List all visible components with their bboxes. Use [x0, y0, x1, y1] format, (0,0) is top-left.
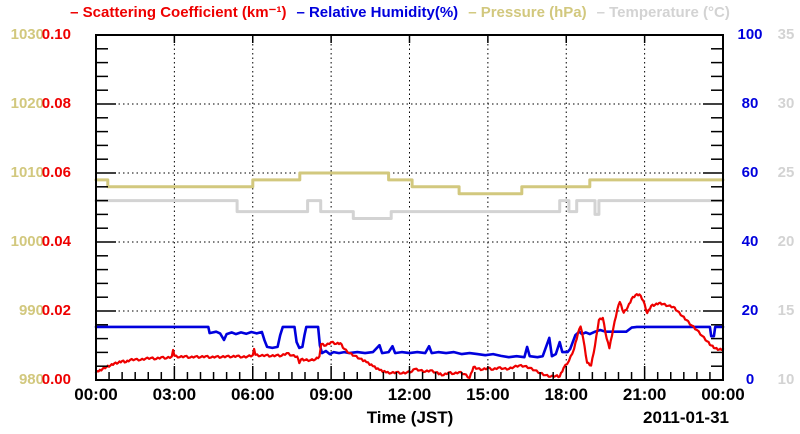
- time-tick-label: 09:00: [309, 385, 353, 404]
- time-tick-label: 21:00: [622, 385, 667, 404]
- scattering-tick-label: 0.04: [41, 233, 71, 250]
- temperature-tick-label: 30: [777, 95, 795, 112]
- pressure-tick-label: 980: [18, 371, 44, 388]
- legend-item: – Temperature (°C): [596, 4, 730, 21]
- scattering-tick-label: 0.08: [41, 95, 71, 112]
- humidity-tick-label: 80: [741, 95, 759, 112]
- legend-item: – Relative Humidity(%): [296, 4, 459, 21]
- pressure-tick-label: 1000: [10, 233, 44, 250]
- pressure-tick-label: 990: [18, 302, 44, 319]
- temperature-tick-label: 25: [777, 164, 795, 181]
- time-tick-label: 00:00: [701, 385, 745, 404]
- humidity-tick-label: 40: [741, 233, 759, 250]
- pressure-tick-label: 1020: [10, 95, 44, 112]
- time-tick-label: 12:00: [387, 385, 432, 404]
- temperature-tick-label: 35: [777, 26, 795, 43]
- humidity-tick-label: 0: [745, 371, 755, 388]
- time-tick-label: 03:00: [152, 385, 197, 404]
- temperature-tick-label: 15: [777, 302, 795, 319]
- time-tick-label: 00:00: [74, 385, 118, 404]
- scattering-tick-label: 0.06: [41, 164, 71, 181]
- scattering-tick-label: 0.00: [41, 371, 71, 388]
- x-axis-title: Time (JST): [366, 408, 454, 427]
- time-tick-label: 15:00: [466, 385, 510, 404]
- humidity-tick-label: 20: [741, 302, 759, 319]
- pressure-tick-label: 1030: [10, 26, 44, 43]
- scattering-tick-label: 0.10: [41, 26, 71, 43]
- date-label: 2011-01-31: [642, 408, 730, 427]
- pressure-tick-label: 1010: [10, 164, 44, 181]
- legend-item: – Scattering Coefficient (km⁻¹): [70, 4, 287, 21]
- temperature-tick-label: 10: [777, 371, 795, 388]
- time-tick-label: 06:00: [231, 385, 275, 404]
- legend-item: – Pressure (hPa): [468, 4, 587, 21]
- humidity-tick-label: 100: [737, 26, 763, 43]
- chart-legend: – Scattering Coefficient (km⁻¹) – Relativ…: [0, 3, 800, 21]
- humidity-tick-label: 60: [741, 164, 759, 181]
- scattering-tick-label: 0.02: [41, 302, 71, 319]
- time-tick-label: 18:00: [544, 385, 588, 404]
- temperature-tick-label: 20: [777, 233, 795, 250]
